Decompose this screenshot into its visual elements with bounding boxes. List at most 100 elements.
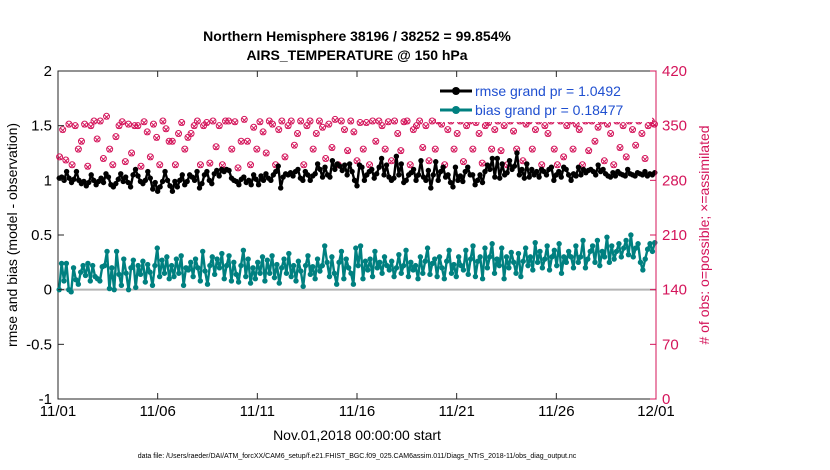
obs-assimilated-point [595, 125, 601, 131]
bias-series-point [625, 251, 632, 258]
bias-series-point [479, 276, 486, 282]
rmse-series-point [369, 166, 375, 173]
rmse-series-point [278, 185, 284, 191]
bias-series-point [290, 262, 297, 269]
rmse-series-point [371, 175, 377, 181]
obs-assimilated-point [301, 162, 307, 169]
obs-assimilated-point [417, 119, 423, 125]
bias-series-point [343, 256, 349, 262]
obs-assimilated-point [251, 125, 257, 131]
obs-possible-point [234, 164, 242, 172]
rmse-series-point [612, 173, 619, 179]
obs-possible-point [190, 122, 198, 130]
obs-possible-point [600, 157, 608, 165]
obs-assimilated-stroke [138, 164, 144, 170]
obs-assimilated-point [260, 130, 266, 136]
obs-assimilated-point [420, 145, 426, 151]
obs-assimilated-point [100, 156, 106, 162]
bias-series-point [185, 267, 192, 273]
obs-assimilated-stroke [520, 159, 526, 165]
obs-assimilated-point [620, 123, 626, 130]
obs-possible-point [337, 117, 345, 125]
bias-series-point [628, 232, 634, 238]
obs-assimilated-point [573, 122, 579, 128]
obs-possible-point [143, 128, 151, 136]
bias-series-point [278, 265, 285, 271]
rmse-series-point [314, 161, 321, 167]
x-axis-ticks: 11/01 11/06 11/11 11/16 11/21 11/26 12/01 [40, 71, 675, 420]
bias-series-point [384, 262, 390, 269]
bias-series-point [597, 262, 603, 269]
rmse-series-point [398, 161, 404, 167]
obs-assimilated-stroke [354, 159, 360, 165]
obs-assimilated-point [141, 119, 147, 126]
bias-series-point [582, 265, 589, 271]
y2-axis-label: # of obs: o=possible; ×=assimilated [696, 125, 712, 344]
bias-series-point [333, 281, 340, 287]
obs-possible-point [209, 117, 217, 125]
bias-series-point [444, 258, 450, 264]
bias-series-point [319, 262, 326, 269]
obs-assimilated-stroke [179, 120, 185, 126]
obs-possible-point [300, 161, 308, 169]
obs-assimilated-point [539, 162, 545, 169]
rmse-series-point [154, 188, 161, 194]
rmse-series-point [194, 168, 200, 175]
obs-possible-point [531, 126, 539, 134]
obs-assimilated-point [238, 139, 244, 145]
obs-assimilated-stroke [175, 131, 182, 137]
obs-assimilated-point [63, 158, 69, 164]
bias-series-point [116, 271, 122, 278]
bias-series-point [70, 265, 77, 271]
obs-assimilated-point [464, 123, 470, 130]
bias-series-point [381, 254, 388, 260]
rmse-series-point [487, 166, 493, 173]
bias-series-point [554, 262, 560, 269]
rmse-series-point [563, 166, 569, 173]
bias-series-point [353, 245, 359, 251]
bias-series-point [190, 273, 196, 280]
bias-series-point [640, 267, 646, 273]
obs-assimilated-stroke [282, 155, 288, 161]
bias-series-point [145, 261, 151, 268]
obs-possible-point [528, 145, 536, 153]
bias-series-point [623, 237, 629, 244]
obs-assimilated-stroke [561, 155, 567, 161]
bias-series-point [310, 264, 316, 270]
obs-assimilated-point [604, 122, 611, 128]
obs-assimilated-point [169, 139, 175, 145]
rmse-series-point [418, 157, 424, 164]
bias-series-point [298, 268, 304, 274]
obs-assimilated-stroke [69, 162, 75, 169]
rmse-series-point [172, 178, 178, 185]
obs-assimilated-point [410, 127, 416, 133]
rmse-series-point [145, 168, 151, 175]
obs-assimilated-stroke [629, 127, 636, 133]
bias-series-point [228, 278, 235, 284]
obs-assimilated-point [69, 162, 75, 169]
obs-possible-point [124, 120, 132, 128]
bias-series-point [412, 262, 419, 269]
bias-series-point [176, 270, 182, 276]
bias-series-point [295, 258, 302, 264]
bias-series-point [135, 262, 141, 269]
bias-series-point [503, 254, 510, 260]
bias-series-point [458, 262, 464, 269]
rmse-series-point [433, 159, 439, 165]
obs-assimilated-point [492, 127, 498, 133]
obs-assimilated-point [210, 119, 216, 125]
y2-tick-label: 350 [662, 118, 687, 135]
obs-assimilated-stroke [576, 127, 582, 133]
obs-assimilated-point [57, 155, 63, 161]
rmse-series-point [381, 172, 387, 178]
obs-assimilated-point [570, 147, 576, 153]
obs-assimilated-stroke [210, 119, 216, 125]
rmse-series-point [437, 168, 444, 175]
bias-series-point [350, 281, 357, 287]
obs-assimilated-stroke [141, 119, 147, 126]
obs-possible-point [359, 145, 367, 153]
bias-series-point [649, 248, 656, 255]
bias-series-point [362, 258, 369, 264]
bias-series-point [417, 254, 424, 260]
rmse-series-point [396, 172, 402, 178]
